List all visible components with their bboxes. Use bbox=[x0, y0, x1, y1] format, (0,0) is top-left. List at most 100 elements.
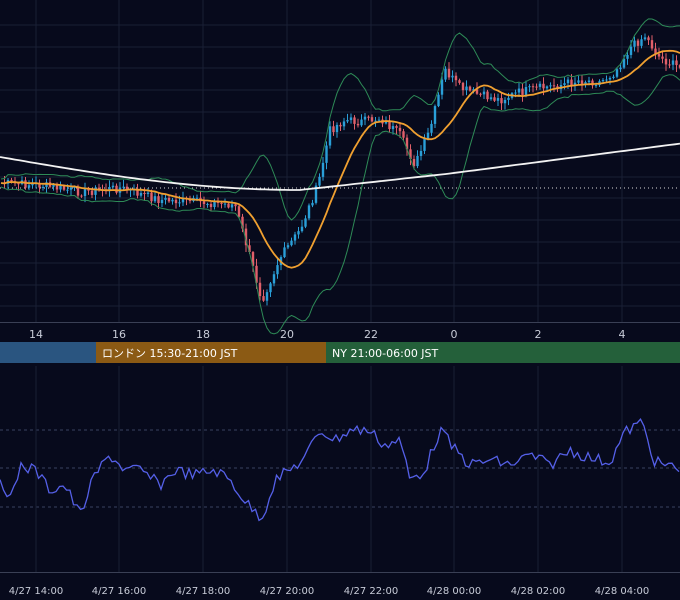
candle-body bbox=[514, 92, 517, 94]
candle-body bbox=[482, 91, 486, 95]
candle-body bbox=[584, 82, 587, 84]
x-tick-label: 4/28 00:00 bbox=[427, 586, 481, 597]
candle-body bbox=[332, 126, 335, 133]
candle-body bbox=[433, 106, 437, 124]
candle-body bbox=[160, 199, 164, 204]
candle-body bbox=[531, 86, 535, 88]
x-tick-label: 18 bbox=[196, 328, 210, 341]
candle-body bbox=[493, 97, 496, 101]
x-tick-label: 4/27 20:00 bbox=[260, 586, 314, 597]
candle-body bbox=[461, 82, 465, 91]
candle-body bbox=[507, 97, 510, 100]
x-tick-label: 4/27 16:00 bbox=[92, 586, 146, 597]
candle-body bbox=[370, 117, 374, 122]
x-tick-label: 20 bbox=[280, 328, 294, 341]
moving-average-long bbox=[0, 142, 680, 191]
candle-body bbox=[136, 189, 139, 196]
session-band: ロンドン 15:30-21:00 JST NY 21:00-06:00 JST bbox=[0, 342, 680, 363]
candle-body bbox=[248, 245, 251, 253]
x-tick-label: 4/28 04:00 bbox=[595, 586, 649, 597]
candle-body bbox=[174, 199, 178, 204]
candle-body bbox=[220, 202, 223, 204]
candle-body bbox=[388, 120, 391, 130]
candle-body bbox=[17, 183, 20, 185]
candle-body bbox=[573, 82, 577, 86]
candle-body bbox=[633, 40, 636, 47]
candle-body bbox=[230, 204, 234, 208]
candle-body bbox=[360, 119, 363, 126]
oscillator-panel: 4/27 14:00 4/27 16:00 4/27 18:00 4/27 20:00… bbox=[0, 366, 680, 597]
candle-body bbox=[426, 132, 430, 139]
candle-body bbox=[563, 83, 566, 86]
candle-body bbox=[265, 292, 269, 301]
candle-body bbox=[402, 131, 405, 138]
candle-body bbox=[419, 150, 423, 156]
candle-body bbox=[538, 83, 542, 87]
candle-body bbox=[80, 195, 83, 197]
candle-body bbox=[430, 123, 433, 133]
candle-body bbox=[580, 80, 584, 84]
candle-body bbox=[447, 68, 451, 78]
candle-body bbox=[62, 185, 66, 190]
candle-body bbox=[384, 120, 388, 124]
candle-body bbox=[577, 80, 580, 83]
candle-body bbox=[195, 197, 199, 199]
candle-body bbox=[500, 98, 503, 104]
candle-body bbox=[349, 117, 353, 121]
candle-body bbox=[213, 201, 216, 208]
candle-body bbox=[552, 85, 556, 87]
candle-body bbox=[405, 137, 409, 150]
candle-body bbox=[206, 203, 209, 205]
candle-body bbox=[157, 196, 160, 204]
candle-body bbox=[437, 94, 440, 107]
candle-body bbox=[398, 127, 402, 132]
candle-body bbox=[468, 86, 472, 91]
candle-body bbox=[440, 79, 444, 95]
candle-body bbox=[367, 116, 370, 118]
candle-body bbox=[521, 88, 524, 95]
candle-body bbox=[650, 40, 654, 49]
candle-body bbox=[293, 234, 297, 241]
candle-body bbox=[321, 162, 325, 177]
candle-body bbox=[601, 79, 605, 82]
candle-body bbox=[591, 80, 594, 86]
candle-body bbox=[167, 197, 171, 202]
candle-body bbox=[83, 188, 87, 197]
candle-body bbox=[251, 252, 255, 266]
candle-body bbox=[122, 186, 125, 188]
candle-body bbox=[73, 186, 76, 188]
candle-body bbox=[629, 46, 633, 55]
candle-body bbox=[444, 68, 447, 80]
candle-body bbox=[45, 182, 48, 187]
x-tick-label: 22 bbox=[364, 328, 378, 341]
candle-body bbox=[150, 192, 153, 202]
candle-body bbox=[668, 64, 671, 66]
candle-body bbox=[307, 205, 311, 219]
candle-body bbox=[297, 231, 300, 235]
candle-body bbox=[339, 124, 342, 127]
candle-body bbox=[671, 60, 675, 65]
candle-body bbox=[535, 86, 538, 88]
candle-body bbox=[69, 187, 73, 190]
moving-average-short bbox=[0, 49, 680, 269]
session-segment bbox=[326, 342, 680, 363]
candle-body bbox=[108, 187, 111, 191]
candle-body bbox=[59, 185, 62, 190]
candle-body bbox=[475, 89, 479, 94]
x-tick-label: 0 bbox=[451, 328, 458, 341]
x-tick-label: 2 bbox=[535, 328, 542, 341]
candle-body bbox=[643, 37, 647, 40]
candle-body bbox=[234, 204, 237, 207]
candle-body bbox=[594, 85, 598, 87]
candle-body bbox=[38, 182, 41, 188]
candle-body bbox=[216, 201, 220, 203]
x-tick-label: 16 bbox=[112, 328, 126, 341]
candle-body bbox=[363, 116, 367, 120]
candle-body bbox=[549, 85, 552, 87]
candle-body bbox=[125, 186, 129, 191]
candle-body bbox=[486, 91, 489, 100]
candle-body bbox=[503, 99, 507, 104]
candle-body bbox=[66, 189, 69, 191]
candle-body bbox=[377, 119, 381, 121]
candle-body bbox=[269, 283, 272, 293]
